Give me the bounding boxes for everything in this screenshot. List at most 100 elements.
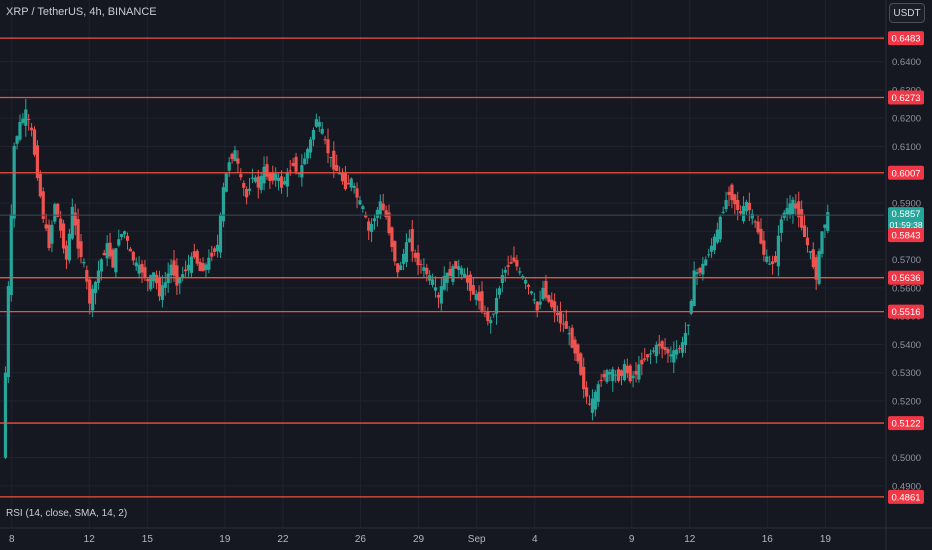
candle-body	[675, 349, 679, 355]
candle-body	[53, 204, 57, 222]
candle-body	[532, 299, 536, 301]
candle-body	[515, 260, 519, 267]
candle-body	[340, 172, 345, 182]
candle-body	[616, 369, 621, 381]
candle-body	[12, 145, 16, 219]
candle-body	[709, 245, 714, 252]
candle-body	[372, 218, 377, 222]
level-price-badge	[888, 165, 924, 180]
level-price-label: 0.6483	[891, 34, 920, 45]
candle-body	[239, 174, 243, 178]
candle-body	[765, 256, 769, 262]
y-tick-label: 0.4900	[892, 481, 921, 492]
candle-body	[683, 332, 688, 345]
candle-body	[291, 162, 295, 166]
x-tick-label: 16	[762, 534, 774, 545]
candle-body	[509, 262, 513, 264]
y-tick-label: 0.5300	[892, 368, 921, 379]
candle-body	[529, 291, 534, 294]
candle-body	[143, 267, 147, 279]
candle-body	[439, 286, 443, 304]
candle-body	[643, 358, 647, 360]
candle-body	[619, 370, 624, 376]
candle-body	[701, 263, 705, 275]
candle-body	[61, 223, 66, 249]
candle-body	[651, 350, 656, 352]
candle-body	[692, 270, 696, 306]
currency-button[interactable]: USDT	[889, 3, 925, 23]
rsi-indicator-label[interactable]: RSI (14, close, SMA, 14, 2)	[6, 508, 128, 519]
candle-body	[70, 206, 74, 239]
candle-body	[122, 231, 127, 235]
y-tick-label: 0.5900	[892, 199, 921, 210]
candle-body	[457, 266, 461, 270]
candle-body	[805, 237, 810, 246]
level-price-label: 0.6273	[891, 93, 920, 104]
candle-body	[698, 267, 702, 273]
candle-body	[91, 288, 95, 311]
candle-body	[788, 203, 792, 215]
candle-body	[465, 275, 470, 283]
x-tick-label: Sep	[468, 534, 486, 545]
candle-body	[797, 201, 801, 218]
candle-body	[436, 294, 441, 298]
candle-body	[558, 311, 563, 324]
candle-body	[108, 242, 112, 257]
candle-body	[823, 224, 827, 228]
candle-body	[448, 268, 452, 277]
candle-body	[128, 248, 133, 252]
candle-body	[41, 191, 45, 220]
level-price-badge	[888, 489, 924, 504]
candle-body	[657, 343, 661, 346]
candle-body	[599, 380, 603, 382]
candle-body	[506, 265, 510, 267]
candle-body	[163, 282, 167, 288]
candle-body	[314, 119, 318, 127]
candle-body	[497, 288, 502, 295]
candle-body	[79, 241, 83, 258]
candle-body	[201, 263, 205, 272]
candle-body	[791, 199, 795, 215]
candle-body	[320, 128, 324, 134]
candle-body	[367, 221, 371, 231]
level-price-badge	[888, 90, 924, 105]
candle-body	[285, 172, 289, 187]
candle-body	[140, 264, 144, 273]
candle-body	[186, 264, 191, 271]
candle-body	[396, 263, 400, 273]
candle-body	[181, 274, 185, 278]
candle-body	[541, 287, 545, 300]
candle-body	[614, 374, 618, 376]
candle-body	[282, 181, 287, 185]
candle-body	[454, 261, 458, 269]
candle-body	[111, 249, 115, 268]
candle-body	[381, 203, 385, 210]
candle-body	[646, 354, 650, 358]
candle-body	[474, 293, 478, 300]
candle-body	[433, 287, 438, 291]
candle-body	[105, 243, 109, 259]
candle-body	[317, 121, 321, 127]
candle-body	[114, 248, 118, 273]
candle-body	[608, 372, 612, 375]
candle-body	[308, 139, 313, 153]
candle-body	[247, 188, 252, 191]
minor-level-label: 0.5843	[891, 231, 920, 242]
x-tick-label: 22	[277, 534, 289, 545]
candle-body	[88, 279, 92, 304]
candle-body	[323, 139, 327, 141]
candle-body	[695, 272, 699, 275]
x-tick-label: 9	[629, 534, 635, 545]
candle-body	[730, 184, 734, 201]
candle-body	[149, 275, 153, 290]
candle-body	[378, 201, 382, 215]
candle-body	[73, 212, 77, 226]
candle-body	[64, 245, 69, 260]
candle-body	[707, 254, 711, 256]
candle-body	[820, 231, 824, 254]
candle-body	[596, 384, 600, 402]
x-tick-label: 19	[219, 534, 231, 545]
candle-body	[387, 212, 391, 234]
bar-countdown-label: 01:59:38	[889, 220, 922, 230]
